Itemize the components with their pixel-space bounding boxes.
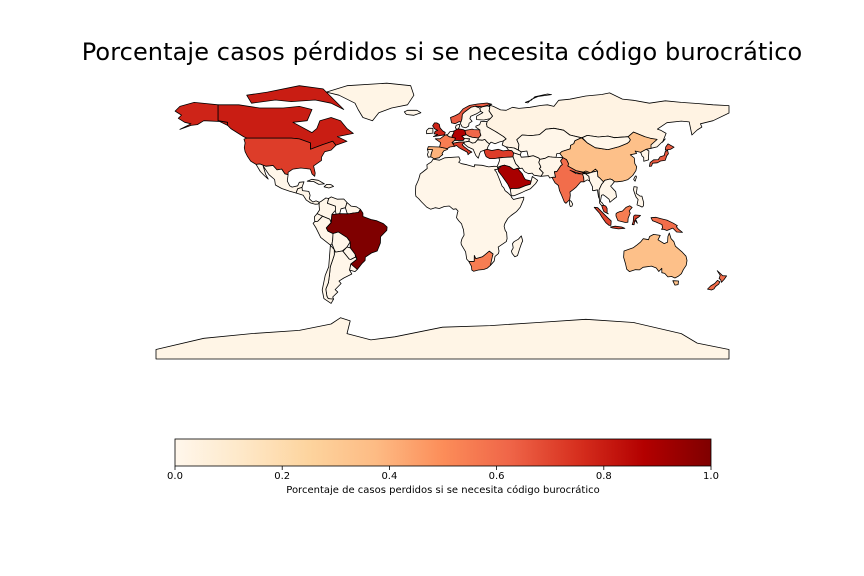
region-new-zealand-south [707, 279, 721, 291]
region-chile [321, 244, 335, 304]
region-taiwan [633, 175, 637, 182]
region-madagascar [510, 235, 524, 258]
region-northern-africa [414, 156, 525, 266]
map-countries [155, 82, 730, 360]
region-sri-lanka [569, 199, 574, 207]
colorbar-tick-label: 0.6 [488, 471, 505, 482]
region-hispaniola [323, 183, 335, 189]
region-central-america [295, 186, 320, 205]
region-sweden [459, 105, 481, 129]
region-canadian-arctic-islands [246, 85, 345, 110]
region-new-zealand [716, 270, 727, 283]
region-sulawesi [631, 214, 641, 226]
region-sumatra [593, 206, 612, 226]
region-antarctica [155, 317, 730, 360]
region-mexico [255, 163, 305, 194]
region-japan [649, 149, 669, 167]
colorbar [174, 438, 712, 467]
region-australia [623, 232, 688, 279]
colorbar-label: Porcentaje de casos perdidos si se neces… [286, 485, 600, 496]
colorbar-tick-label: 0.0 [167, 471, 183, 482]
region-norway [450, 102, 493, 125]
region-novaya-zemlya [524, 93, 552, 104]
region-guianas [344, 202, 361, 215]
region-philippines [633, 186, 645, 208]
region-greenland [325, 82, 415, 122]
region-java [609, 225, 626, 230]
region-cuba [306, 178, 325, 185]
region-alaska [174, 102, 229, 130]
colorbar-tick-label: 0.4 [381, 471, 398, 482]
region-italy [452, 141, 473, 156]
region-ireland [426, 127, 434, 135]
region-korea [640, 148, 650, 162]
region-canada [217, 104, 354, 150]
region-malay-peninsula [601, 204, 609, 215]
region-yemen-oman [509, 175, 539, 197]
region-new-guinea [650, 216, 683, 233]
region-mongolia [581, 134, 631, 151]
region-brazil [325, 208, 388, 270]
region-thailand-indochina [598, 178, 617, 207]
colorbar-tick-label: 0.2 [274, 471, 291, 482]
region-tasmania [672, 280, 679, 286]
region-iceland [403, 109, 422, 116]
region-borneo [615, 205, 633, 223]
region-denmark [454, 123, 461, 130]
page-title: Porcentaje casos pérdidos si se necesita… [81, 38, 803, 66]
region-united-kingdom [432, 122, 446, 138]
colorbar-tick-label: 1.0 [703, 471, 719, 482]
region-balkans [463, 138, 491, 159]
colorbar-tick-label: 0.8 [595, 471, 612, 482]
region-hokkaido [664, 143, 675, 151]
region-united-states [243, 137, 337, 177]
